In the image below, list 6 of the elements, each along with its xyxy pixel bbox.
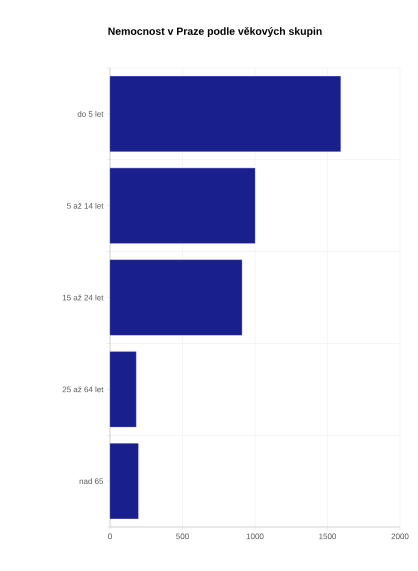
chart-title: Nemocnost v Praze podle věkových skupin xyxy=(108,27,322,37)
bar xyxy=(110,76,341,152)
bar xyxy=(110,351,136,428)
bar xyxy=(110,260,242,336)
bar xyxy=(110,168,256,244)
bar xyxy=(110,443,138,519)
